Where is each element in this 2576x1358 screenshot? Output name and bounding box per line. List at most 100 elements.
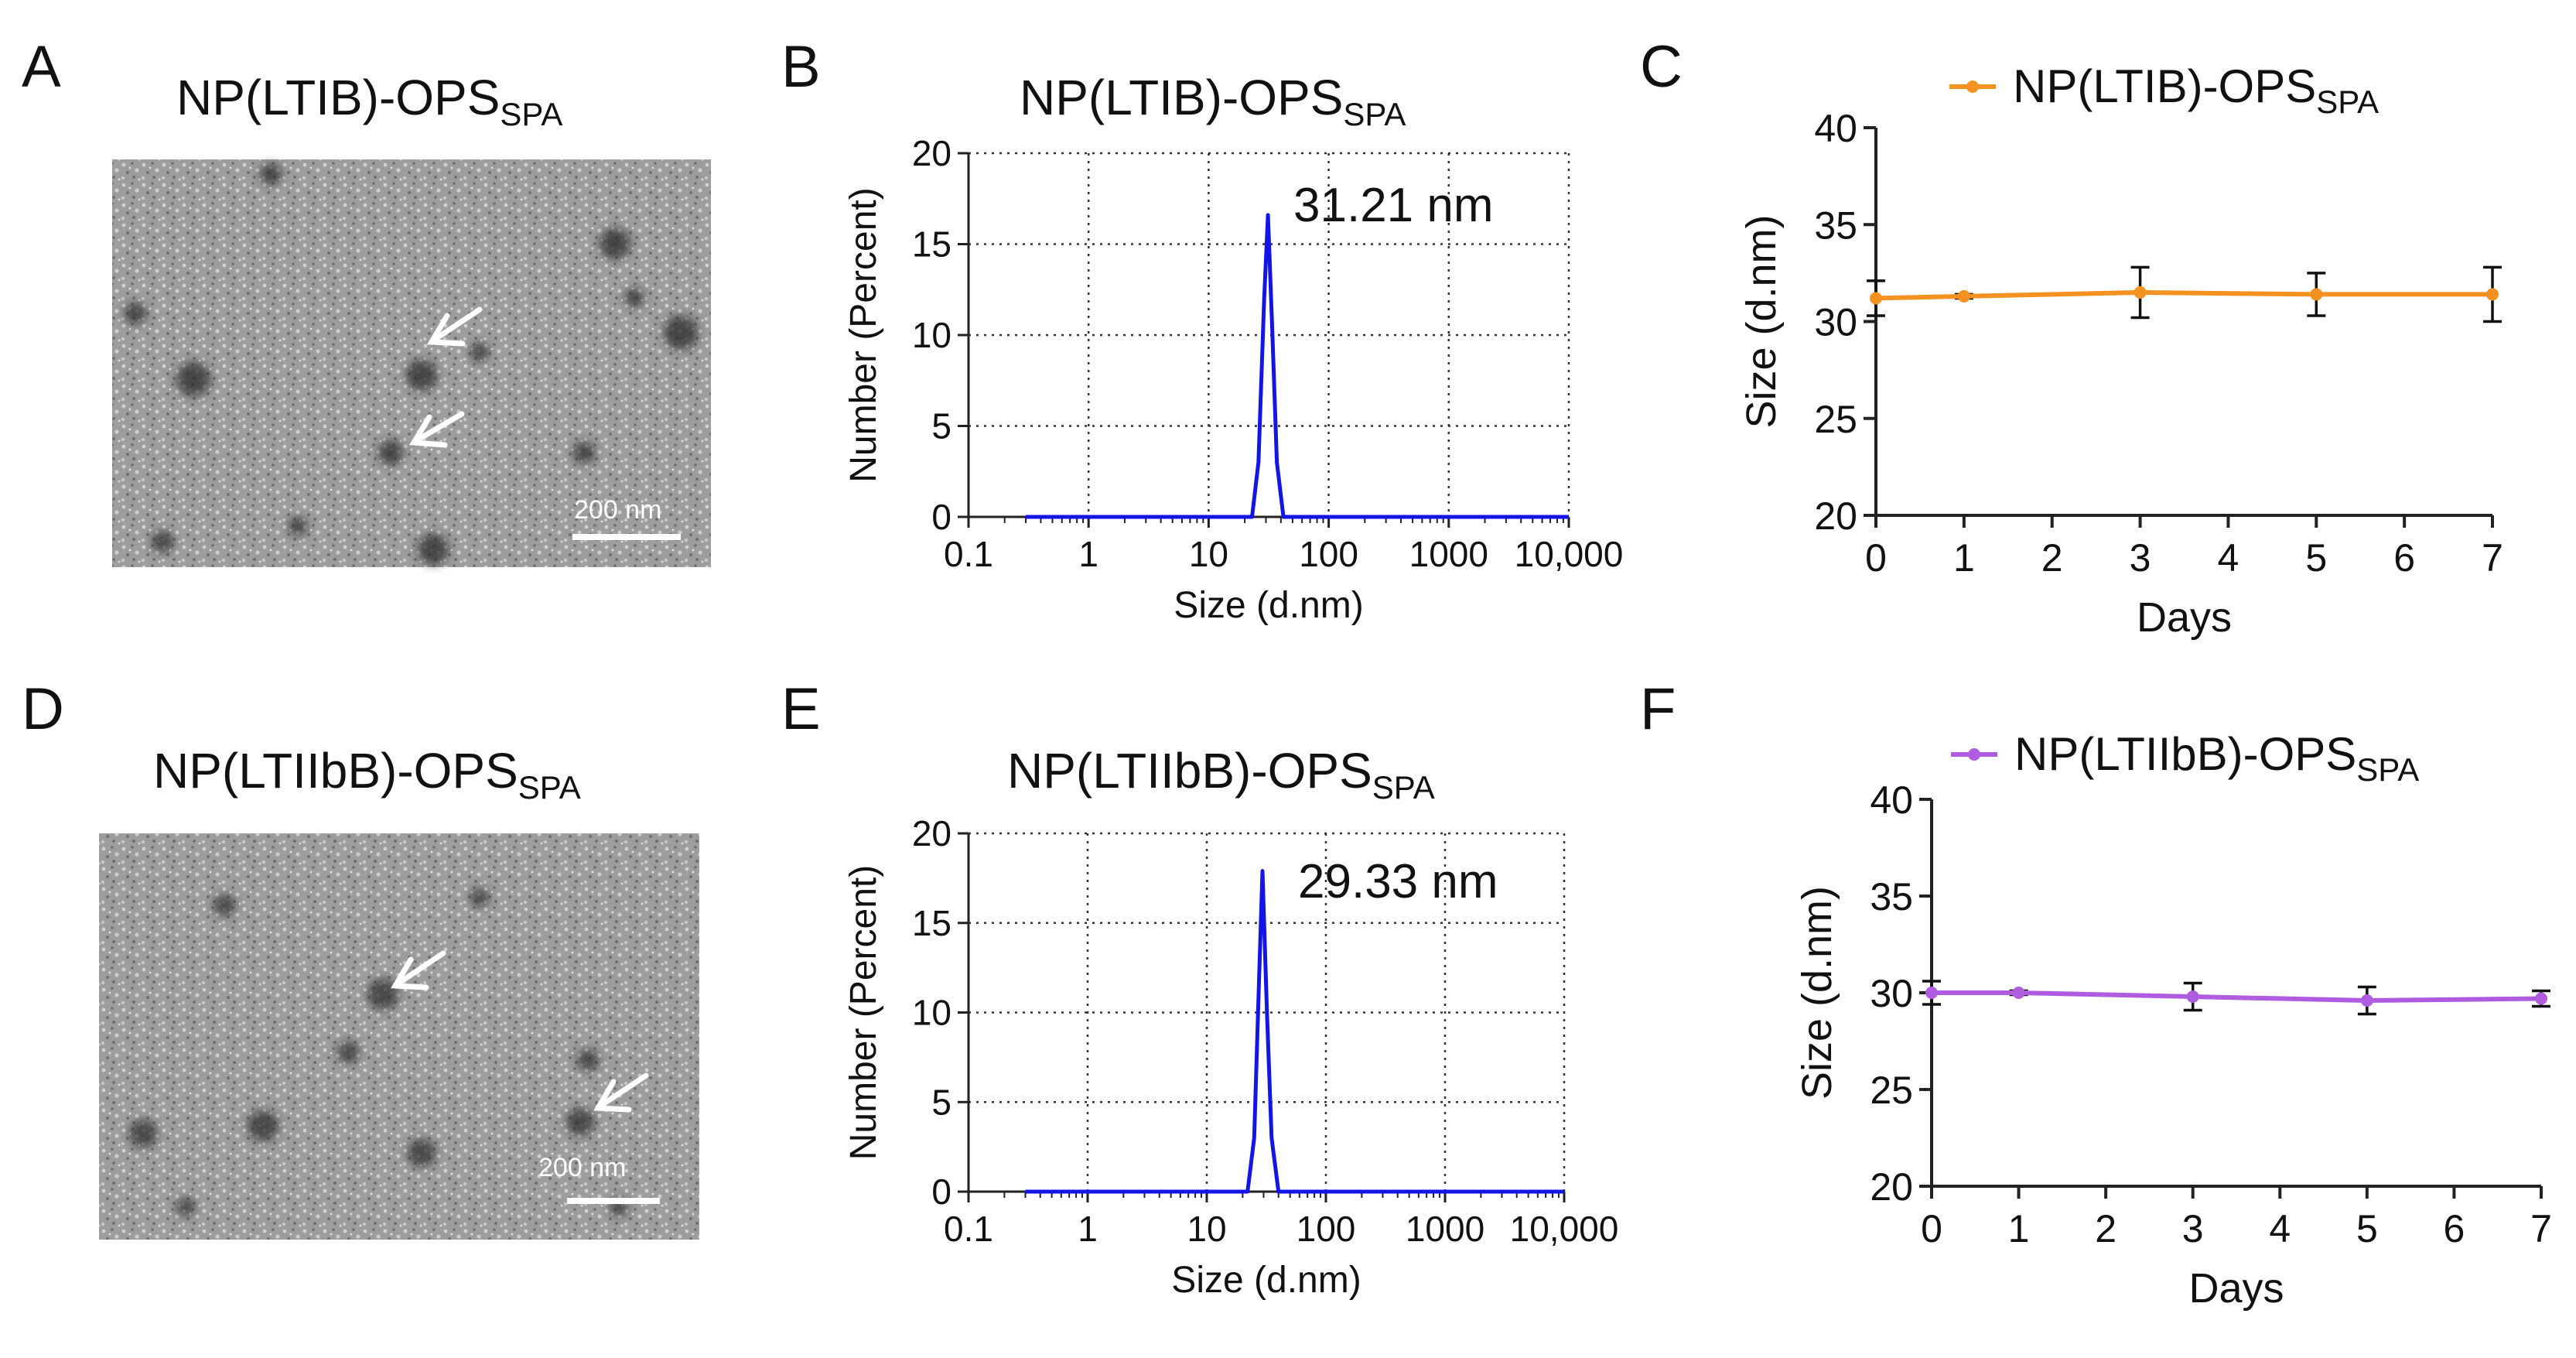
x-tick-label: 2 xyxy=(2041,536,2063,580)
x-axis-label: Size (d.nm) xyxy=(1174,585,1363,626)
x-axis-label: Size (d.nm) xyxy=(1171,1260,1361,1301)
y-tick-label: 10 xyxy=(912,993,951,1033)
size-distribution-line xyxy=(1025,869,1564,1194)
scale-bar-label-d: 200 nm xyxy=(538,1153,626,1182)
y-tick-label: 5 xyxy=(931,1082,951,1122)
x-tick-label: 0.1 xyxy=(944,1209,993,1249)
x-tick-label: 2 xyxy=(2095,1207,2116,1250)
chart-title: NP(LTIIbB)-OPSSPA xyxy=(1007,743,1435,806)
y-tick-label: 20 xyxy=(912,133,951,173)
stability-chart-f: 0 1 2 3 4 5 6 7 20 25 30 35 40 Days Size (d.nm) NP(LTII… xyxy=(1794,728,2552,1312)
legend-label-subscript: SPA xyxy=(2316,84,2379,120)
y-tick-label: 20 xyxy=(1870,1165,1913,1209)
x-tick-label: 5 xyxy=(2305,536,2327,580)
x-tick-label: 1 xyxy=(1953,536,1975,580)
y-tick-label: 10 xyxy=(912,315,951,355)
y-axis-label: Number (Percent) xyxy=(843,865,884,1160)
x-tick-label: 10,000 xyxy=(1510,1209,1619,1249)
y-axis-label: Size (d.nm) xyxy=(1738,214,1785,428)
chart-title-subscript: SPA xyxy=(1343,96,1406,132)
data-point xyxy=(2310,288,2323,301)
legend-label-subscript: SPA xyxy=(2356,751,2419,788)
legend-label-main: NP(LTIB)-OPS xyxy=(2013,60,2316,112)
legend-label: NP(LTIB)-OPSSPA xyxy=(2013,60,2379,120)
y-tick-label: 25 xyxy=(1870,1069,1913,1112)
y-tick-label: 35 xyxy=(1870,875,1913,918)
y-tick-label: 0 xyxy=(931,1172,951,1212)
y-tick-label: 25 xyxy=(1814,398,1857,441)
data-point xyxy=(2186,990,2199,1003)
tem-image-d: 200 nm xyxy=(99,833,699,1240)
y-tick-label: 30 xyxy=(1814,301,1857,344)
y-tick-label: 30 xyxy=(1870,972,1913,1015)
data-point xyxy=(2535,992,2547,1005)
x-tick-label: 6 xyxy=(2444,1207,2465,1250)
panel-label-e: E xyxy=(781,676,821,742)
chart-title-main: NP(LTIB)-OPS xyxy=(1020,70,1343,125)
panel-label-d: D xyxy=(22,676,64,742)
data-point xyxy=(1925,987,1938,999)
x-tick-label: 7 xyxy=(2530,1207,2552,1250)
data-point xyxy=(2486,288,2499,301)
panel-label-b: B xyxy=(781,34,821,100)
x-tick-label: 1000 xyxy=(1409,534,1488,574)
y-tick-label: 40 xyxy=(1814,107,1857,150)
panel-label-f: F xyxy=(1640,676,1676,742)
peak-annotation: 31.21 nm xyxy=(1293,179,1494,232)
x-tick-label: 4 xyxy=(2269,1207,2291,1250)
chart-title-main: NP(LTIIbB)-OPS xyxy=(1007,743,1372,799)
panel-label-c: C xyxy=(1640,34,1683,100)
x-tick-label: 3 xyxy=(2130,536,2151,580)
x-tick-label: 1 xyxy=(1078,534,1098,574)
x-tick-label: 4 xyxy=(2218,536,2239,580)
y-axis-label: Size (d.nm) xyxy=(1794,886,1840,1100)
legend-label: NP(LTIIbB)-OPSSPA xyxy=(2014,728,2419,788)
y-tick-label: 20 xyxy=(912,813,951,853)
x-axis-label: Days xyxy=(2188,1265,2284,1312)
x-tick-label: 10,000 xyxy=(1515,534,1624,574)
x-tick-label: 3 xyxy=(2182,1207,2204,1250)
x-tick-label: 10 xyxy=(1189,534,1228,574)
stability-chart-c: 0 1 2 3 4 5 6 7 20 25 30 35 40 Days Size (d.nm) NP(LTIB… xyxy=(1738,60,2503,641)
data-point xyxy=(1870,292,1882,305)
legend-swatch-marker xyxy=(1966,80,1979,93)
data-point xyxy=(2012,987,2025,999)
x-axis-label: Days xyxy=(2137,594,2232,641)
y-tick-label: 15 xyxy=(912,224,951,265)
x-tick-label: 0 xyxy=(1865,536,1887,580)
dls-chart-e: NP(LTIIbB)-OPSSPA 0.1 1 10 100 1000 10,000 0 5 10… xyxy=(843,743,1618,1301)
data-point xyxy=(1957,289,1970,303)
chart-title: NP(LTIB)-OPSSPA xyxy=(1020,70,1406,132)
y-tick-label: 5 xyxy=(931,406,951,446)
dls-chart-b: NP(LTIB)-OPSSPA 0.1 1 10 100 1000 10,000 0 5 10 15… xyxy=(843,70,1623,626)
y-axis-label: Number (Percent) xyxy=(843,187,884,482)
peak-annotation: 29.33 nm xyxy=(1298,855,1498,908)
scale-bar-label-a: 200 nm xyxy=(574,495,661,525)
x-tick-label: 100 xyxy=(1297,1209,1356,1249)
arrow-icon xyxy=(409,306,483,448)
size-distribution-line xyxy=(1026,213,1569,519)
chart-title-subscript: SPA xyxy=(1372,769,1435,806)
y-tick-label: 40 xyxy=(1870,778,1913,822)
legend-label-main: NP(LTIIbB)-OPS xyxy=(2014,728,2356,780)
legend-swatch-marker xyxy=(1968,748,1980,761)
x-tick-label: 0.1 xyxy=(944,534,993,574)
panel-label-a: A xyxy=(22,34,61,100)
x-tick-label: 1 xyxy=(2008,1207,2030,1250)
x-tick-label: 10 xyxy=(1187,1209,1226,1249)
tem-title-a: NP(LTIB)-OPSSPA xyxy=(176,70,562,132)
y-tick-label: 35 xyxy=(1814,204,1857,247)
tem-image-a: 200 nm xyxy=(112,159,711,567)
y-tick-label: 0 xyxy=(931,497,951,537)
data-point xyxy=(2134,286,2147,299)
x-tick-label: 6 xyxy=(2393,536,2415,580)
data-point xyxy=(2360,994,2373,1007)
x-tick-label: 0 xyxy=(1921,1207,1942,1250)
x-tick-label: 1 xyxy=(1078,1209,1098,1249)
x-tick-label: 7 xyxy=(2482,536,2503,580)
y-tick-label: 15 xyxy=(912,903,951,943)
y-tick-label: 20 xyxy=(1814,494,1857,538)
x-tick-label: 100 xyxy=(1299,534,1358,574)
